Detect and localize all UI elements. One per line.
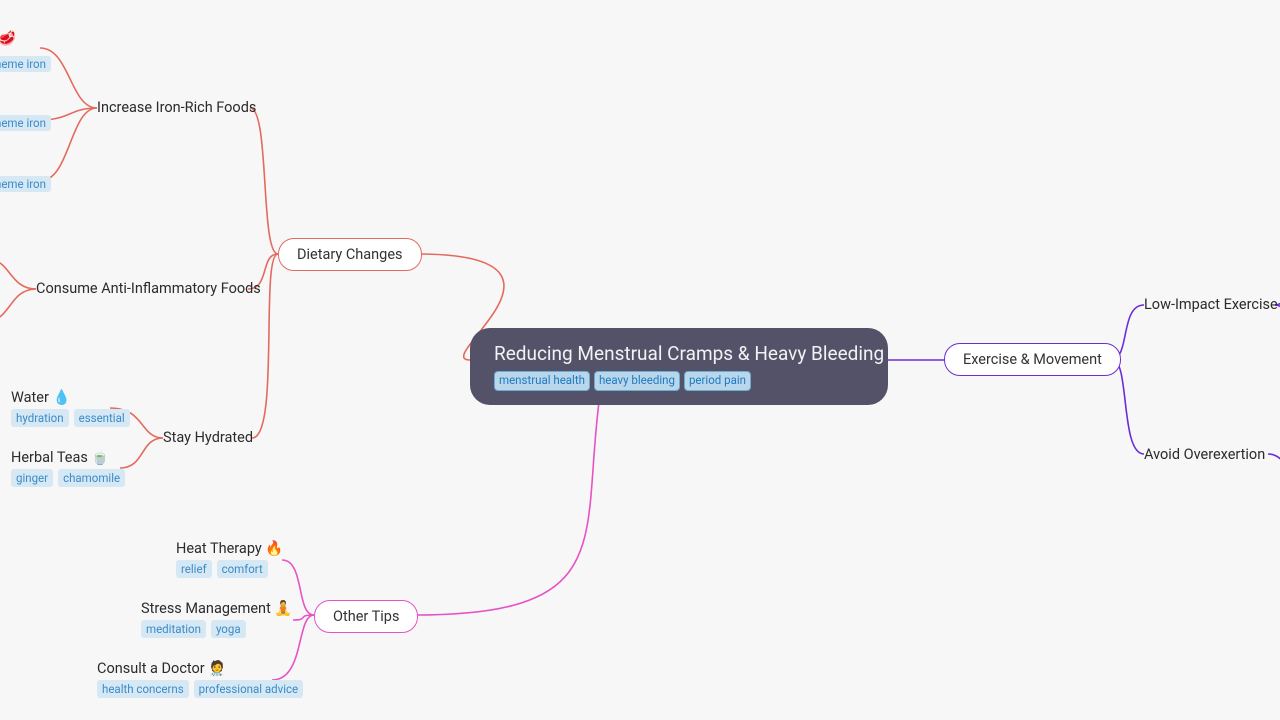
leaf-water-tag: hydration — [11, 409, 69, 427]
leaf-water-title: Water 💧 — [11, 389, 130, 406]
center-title: Reducing Menstrual Cramps & Heavy Bleedi… — [494, 342, 864, 365]
node-stay-hydrated[interactable]: Stay Hydrated — [163, 429, 253, 446]
leaf-stress-tag: yoga — [211, 620, 246, 638]
leaf-herbal-teas[interactable]: Herbal Teas 🍵 ginger chamomile — [11, 449, 125, 487]
tag-heme-iron-2: heme iron — [0, 173, 51, 192]
branch-other[interactable]: Other Tips — [314, 600, 418, 633]
branch-exercise-label: Exercise & Movement — [963, 351, 1102, 368]
center-tags: menstrual health heavy bleeding period p… — [494, 371, 864, 391]
leaf-meat[interactable]: t 🥩 — [0, 30, 16, 47]
leaf-stress-mgmt[interactable]: Stress Management 🧘 meditation yoga — [141, 600, 292, 638]
branch-dietary[interactable]: Dietary Changes — [278, 238, 422, 271]
leaf-doctor-tag: professional advice — [194, 680, 303, 698]
center-tag: heavy bleeding — [594, 371, 680, 391]
leaf-stress-title: Stress Management 🧘 — [141, 600, 292, 617]
leaf-doctor-title: Consult a Doctor 🧑‍⚕️ — [97, 660, 303, 677]
center-tag: menstrual health — [494, 371, 590, 391]
leaf-heat-tag: comfort — [217, 560, 268, 578]
node-overexertion[interactable]: Avoid Overexertion — [1144, 446, 1265, 463]
node-anti-inflammatory[interactable]: Consume Anti-Inflammatory Foods — [36, 280, 261, 297]
leaf-water[interactable]: Water 💧 hydration essential — [11, 389, 130, 427]
node-low-impact[interactable]: Low-Impact Exercise — [1144, 296, 1278, 313]
leaf-heat-title: Heat Therapy 🔥 — [176, 540, 283, 557]
leaf-herbal-tag: ginger — [11, 469, 53, 487]
leaf-heat-therapy[interactable]: Heat Therapy 🔥 relief comfort — [176, 540, 283, 578]
leaf-water-tag: essential — [74, 409, 130, 427]
branch-exercise[interactable]: Exercise & Movement — [944, 343, 1121, 376]
tag-heme-iron-1: heme iron — [0, 112, 51, 131]
node-iron-rich[interactable]: Increase Iron-Rich Foods — [97, 99, 256, 116]
center-node[interactable]: Reducing Menstrual Cramps & Heavy Bleedi… — [470, 328, 888, 405]
leaf-herbal-tag: chamomile — [58, 469, 125, 487]
tag-heme-iron-0: heme iron — [0, 53, 51, 72]
leaf-heat-tag: relief — [176, 560, 212, 578]
branch-dietary-label: Dietary Changes — [297, 246, 403, 263]
leaf-doctor-tag: health concerns — [97, 680, 189, 698]
branch-other-label: Other Tips — [333, 608, 399, 625]
leaf-stress-tag: meditation — [141, 620, 206, 638]
leaf-consult-doctor[interactable]: Consult a Doctor 🧑‍⚕️ health concerns pr… — [97, 660, 303, 698]
center-tag: period pain — [684, 371, 751, 391]
leaf-herbal-title: Herbal Teas 🍵 — [11, 449, 125, 466]
